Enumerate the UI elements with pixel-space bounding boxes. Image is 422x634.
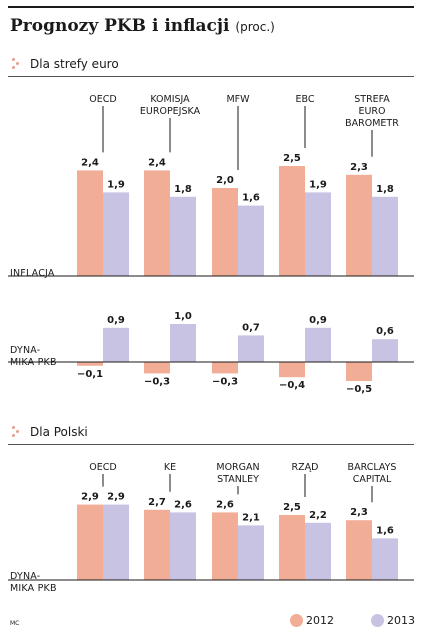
bar-2013 xyxy=(170,324,196,362)
category-label: EBC xyxy=(296,94,315,105)
category-label: BARCLAYS xyxy=(348,462,397,473)
value-label-2013: 1,8 xyxy=(376,184,394,195)
row-label-line-1: DYNA- xyxy=(10,345,41,356)
bar-2012 xyxy=(346,174,372,276)
value-label-2012: −0,3 xyxy=(212,376,238,387)
value-label-2012: −0,1 xyxy=(77,369,103,380)
bar-2013 xyxy=(238,335,264,362)
bar-2012 xyxy=(77,170,103,276)
category-label: STANLEY xyxy=(217,474,259,485)
bar-2012 xyxy=(77,504,103,580)
title-unit: (proc.) xyxy=(235,20,275,34)
legend-swatch-2013 xyxy=(371,614,384,627)
bar-2012 xyxy=(279,515,305,580)
bar-2013 xyxy=(372,339,398,362)
category-label: OECD xyxy=(89,462,116,473)
row-label-line-2: MIKA PKB xyxy=(10,583,57,594)
legend-swatch-2012 xyxy=(290,614,303,627)
category-label: OECD xyxy=(89,94,116,105)
bar-2012 xyxy=(144,362,170,374)
bar-2013 xyxy=(103,192,129,276)
category-label: EURO xyxy=(358,106,385,117)
chart-title: Prognozy PKB i inflacji (proc.) xyxy=(10,16,275,36)
bar-2013 xyxy=(372,196,398,276)
value-label-2013: 0,9 xyxy=(309,315,327,326)
value-label-2012: −0,3 xyxy=(144,376,170,387)
value-label-2013: 1,9 xyxy=(107,179,125,190)
bar-2012 xyxy=(212,188,238,276)
value-label-2013: 2,2 xyxy=(309,510,327,521)
value-label-2013: 1,8 xyxy=(174,184,192,195)
bar-2012 xyxy=(346,520,372,580)
legend-label-2013: 2013 xyxy=(387,614,415,627)
section-marker-icon xyxy=(12,58,22,70)
value-label-2013: 0,6 xyxy=(376,326,394,337)
row-label-dynamika-euro: DYNA- MIKA PKB xyxy=(10,345,57,369)
category-label: RZĄD xyxy=(292,462,319,473)
category-label: CAPITAL xyxy=(353,474,392,485)
value-label-2012: 2,4 xyxy=(81,157,99,168)
bar-2013 xyxy=(170,196,196,276)
value-label-2012: 2,7 xyxy=(148,497,166,508)
value-label-2013: 0,7 xyxy=(242,322,260,333)
value-label-2013: 1,6 xyxy=(242,193,260,204)
value-label-2013: 1,0 xyxy=(174,311,192,322)
section-label-euro: Dla strefy euro xyxy=(30,57,119,71)
bar-2013 xyxy=(170,512,196,580)
section-rule-polska xyxy=(8,444,414,445)
title-text: Prognozy PKB i inflacji xyxy=(10,16,230,36)
bar-2013 xyxy=(238,525,264,580)
top-rule xyxy=(8,6,414,8)
row-label-line-1: DYNA- xyxy=(10,571,41,582)
bar-2012 xyxy=(77,362,103,366)
credit: MC xyxy=(10,620,20,627)
bar-2012 xyxy=(212,512,238,580)
value-label-2012: 2,0 xyxy=(216,175,234,186)
value-label-2013: 0,9 xyxy=(107,315,125,326)
row-label-dynamika-polska: DYNA- MIKA PKB xyxy=(10,571,57,595)
row-label-line-2: MIKA PKB xyxy=(10,357,57,368)
bar-2012 xyxy=(279,166,305,276)
value-label-2012: 2,6 xyxy=(216,499,234,510)
value-label-2012: −0,5 xyxy=(346,384,372,395)
bar-2013 xyxy=(103,327,129,362)
value-label-2012: 2,4 xyxy=(148,157,166,168)
category-label: BAROMETR xyxy=(345,118,399,129)
bar-2013 xyxy=(238,205,264,276)
value-label-2012: 2,5 xyxy=(283,502,301,513)
bar-2013 xyxy=(305,522,331,580)
section-label-polska: Dla Polski xyxy=(30,425,88,439)
bar-2013 xyxy=(372,538,398,580)
value-label-2012: 2,3 xyxy=(350,507,368,518)
value-label-2012: 2,5 xyxy=(283,153,301,164)
bar-2012 xyxy=(279,362,305,378)
category-label: MORGAN xyxy=(216,462,259,473)
category-label: MFW xyxy=(226,94,250,105)
bar-2013 xyxy=(305,192,331,276)
value-label-2012: 2,9 xyxy=(81,492,99,503)
value-label-2013: 2,1 xyxy=(242,512,260,523)
section-rule-euro xyxy=(8,76,414,77)
legend-label-2012: 2012 xyxy=(306,614,334,627)
category-label: KOMISJA xyxy=(150,94,190,105)
category-label: STREFA xyxy=(354,94,390,105)
bar-2012 xyxy=(144,170,170,276)
value-label-2013: 2,9 xyxy=(107,492,125,503)
bar-2013 xyxy=(103,504,129,580)
value-label-2013: 1,6 xyxy=(376,525,394,536)
value-label-2012: −0,4 xyxy=(279,380,305,391)
value-label-2012: 2,3 xyxy=(350,162,368,173)
category-label: EUROPEJSKA xyxy=(140,106,201,117)
bar-2012 xyxy=(346,362,372,381)
bar-2012 xyxy=(212,362,238,374)
section-marker-icon xyxy=(12,426,22,438)
bar-2012 xyxy=(144,509,170,580)
row-label-inflacja: INFLACJA xyxy=(10,268,55,279)
value-label-2013: 2,6 xyxy=(174,499,192,510)
category-label: KE xyxy=(164,462,176,473)
value-label-2013: 1,9 xyxy=(309,179,327,190)
bar-2013 xyxy=(305,327,331,362)
